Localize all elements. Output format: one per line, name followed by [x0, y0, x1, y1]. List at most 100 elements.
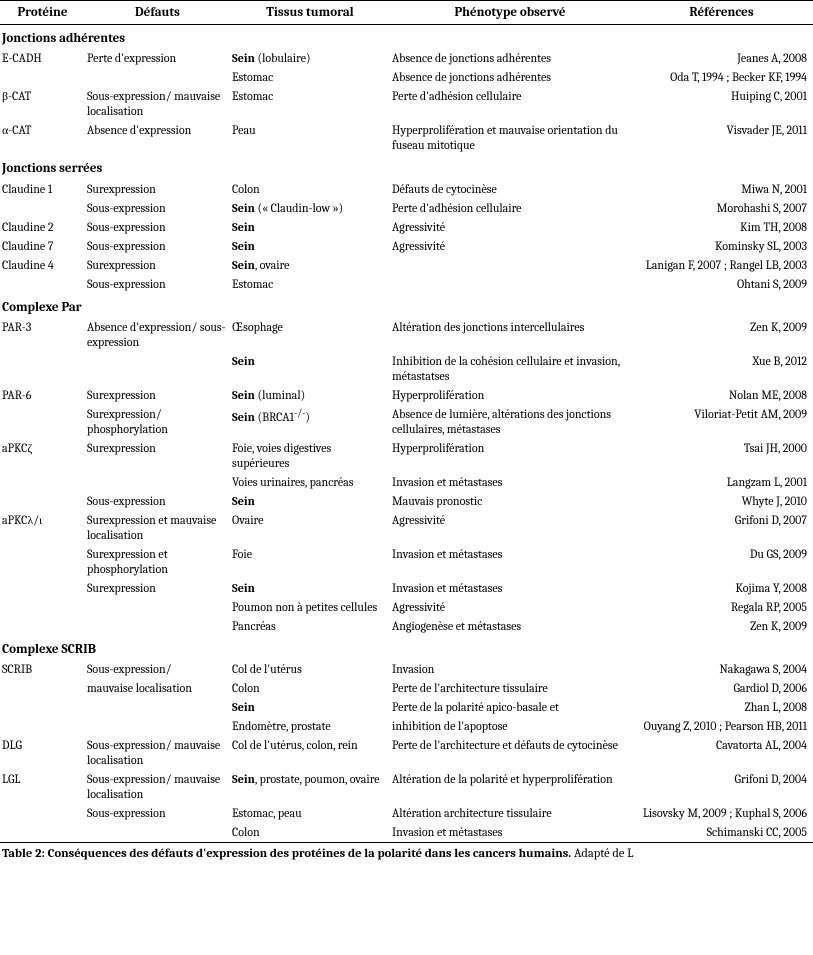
cell-tissus: Foie	[230, 545, 390, 579]
table-row: Claudine 4SurexpressionSein, ovaire Lanig…	[0, 256, 813, 275]
cell-reference: Ohtani S, 2009	[630, 275, 813, 294]
cell-reference: Miwa N, 2001	[630, 180, 813, 199]
cell-defauts: Sous-expression	[85, 237, 230, 256]
cell-tissus: Estomac	[230, 68, 390, 87]
cell-tissus: Colon	[230, 679, 390, 698]
cell-phenotype: Inhibition de la cohésion cellulaire et …	[390, 352, 630, 386]
cell-phenotype: Hyperprolifération	[390, 386, 630, 405]
cell-phenotype: Perte d'adhésion cellulaire	[390, 87, 630, 121]
table-row: SeinInhibition de la cohésion cellulaire…	[0, 352, 813, 386]
cell-defauts: Surexpression/ phosphorylation	[85, 405, 230, 439]
cell-defauts	[85, 68, 230, 87]
cell-defauts: Sous-expression/ mauvaise localisation	[85, 87, 230, 121]
cell-reference: Nakagawa S, 2004	[630, 660, 813, 679]
table-row: aPKCζSurexpressionFoie, voies digestives…	[0, 439, 813, 473]
cell-phenotype: Invasion et métastases	[390, 473, 630, 492]
cell-defauts: Surexpression	[85, 256, 230, 275]
cell-proteine: PAR-6	[0, 386, 85, 405]
cell-reference: Kim TH, 2008	[630, 218, 813, 237]
cell-tissus: Peau	[230, 121, 390, 155]
section-header: Jonctions serrées	[0, 155, 813, 179]
table-row: Surexpression et phosphorylationFoieInva…	[0, 545, 813, 579]
table-row: aPKCλ/ιSurexpression et mauvaise localis…	[0, 511, 813, 545]
cell-phenotype: Absence de jonctions adhérentes	[390, 49, 630, 68]
cell-tissus: Estomac	[230, 275, 390, 294]
cell-proteine	[0, 617, 85, 636]
cell-tissus: Endomètre, prostate	[230, 717, 390, 736]
cell-phenotype: Perte d'adhésion cellulaire	[390, 199, 630, 218]
cell-tissus: Estomac	[230, 87, 390, 121]
cell-phenotype: Altération de la polarité et hyperprolif…	[390, 770, 630, 804]
cell-proteine	[0, 199, 85, 218]
cell-reference: Zhan L, 2008	[630, 698, 813, 717]
cell-phenotype: Mauvais pronostic	[390, 492, 630, 511]
cell-reference: Tsai JH, 2000	[630, 439, 813, 473]
cell-phenotype: Agressivité	[390, 598, 630, 617]
cell-reference: Oda T, 1994 ; Becker KF, 1994	[630, 68, 813, 87]
cell-proteine	[0, 579, 85, 598]
table-row: EstomacAbsence de jonctions adhérentesOd…	[0, 68, 813, 87]
caption-tail: Adapté de L	[571, 847, 633, 861]
cell-proteine: β-CAT	[0, 87, 85, 121]
cell-defauts: Perte d'expression	[85, 49, 230, 68]
cell-reference: Gardiol D, 2006	[630, 679, 813, 698]
cell-proteine	[0, 598, 85, 617]
cell-defauts	[85, 717, 230, 736]
cell-proteine	[0, 698, 85, 717]
table-row: LGLSous-expression/ mauvaise localisatio…	[0, 770, 813, 804]
cell-tissus: Sein (lobulaire)	[230, 49, 390, 68]
cell-reference: Lisovsky M, 2009 ; Kuphal S, 2006	[630, 804, 813, 823]
cell-proteine: Claudine 7	[0, 237, 85, 256]
cell-proteine: Claudine 4	[0, 256, 85, 275]
cell-reference: Kojima Y, 2008	[630, 579, 813, 598]
cell-proteine	[0, 405, 85, 439]
cell-proteine	[0, 68, 85, 87]
cell-tissus: Estomac, peau	[230, 804, 390, 823]
cell-tissus: Sein (« Claudin-low »)	[230, 199, 390, 218]
cell-proteine: SCRIB	[0, 660, 85, 679]
cell-reference: Kominsky SL, 2003	[630, 237, 813, 256]
col-references: Références	[630, 1, 813, 25]
table-row: DLGSous-expression/ mauvaise localisatio…	[0, 736, 813, 770]
table-row: Surexpression/ phosphorylationSein (BRCA…	[0, 405, 813, 439]
cell-proteine	[0, 823, 85, 843]
caption-bold: Table 2: Conséquences des défauts d'expr…	[2, 847, 571, 861]
cell-reference: Lanigan F, 2007 ; Rangel LB, 2003	[630, 256, 813, 275]
table-row: SeinPerte de la polarité apico-basale et…	[0, 698, 813, 717]
col-proteine: Protéine	[0, 1, 85, 25]
table-row: mauvaise localisationColonPerte de l'arc…	[0, 679, 813, 698]
cell-reference: Schimanski CC, 2005	[630, 823, 813, 843]
cell-phenotype: Agressivité	[390, 237, 630, 256]
cell-tissus: Sein, prostate, poumon, ovaire	[230, 770, 390, 804]
table-header: Protéine Défauts Tissus tumoral Phénotyp…	[0, 1, 813, 25]
cell-proteine	[0, 717, 85, 736]
table-row: Voies urinaires, pancréasInvasion et mét…	[0, 473, 813, 492]
cell-defauts: Absence d'expression/ sous-expression	[85, 318, 230, 352]
section-title: Complexe SCRIB	[0, 636, 813, 660]
cell-phenotype: Hyperprolifération et mauvaise orientati…	[390, 121, 630, 155]
cell-tissus: Poumon non à petites cellules	[230, 598, 390, 617]
col-tissus: Tissus tumoral	[230, 1, 390, 25]
cell-defauts	[85, 823, 230, 843]
cell-defauts	[85, 617, 230, 636]
cell-tissus: Sein	[230, 698, 390, 717]
cell-defauts	[85, 698, 230, 717]
cell-proteine: Claudine 1	[0, 180, 85, 199]
cell-phenotype	[390, 275, 630, 294]
cell-defauts: Surexpression	[85, 439, 230, 473]
cell-defauts: Surexpression	[85, 579, 230, 598]
cell-proteine	[0, 275, 85, 294]
cell-phenotype: Invasion	[390, 660, 630, 679]
cell-proteine: aPKCλ/ι	[0, 511, 85, 545]
table-row: Sous-expressionEstomac, peauAltération a…	[0, 804, 813, 823]
cell-tissus: Foie, voies digestives supérieures	[230, 439, 390, 473]
cell-reference: Xue B, 2012	[630, 352, 813, 386]
table-row: Claudine 7Sous-expressionSeinAgressivité…	[0, 237, 813, 256]
cell-phenotype: Altération architecture tissulaire	[390, 804, 630, 823]
cell-tissus: Colon	[230, 823, 390, 843]
section-header: Complexe Par	[0, 294, 813, 318]
cell-reference: Langzam L, 2001	[630, 473, 813, 492]
cell-proteine	[0, 545, 85, 579]
cell-reference: Zen K, 2009	[630, 617, 813, 636]
cell-tissus: Sein, ovaire	[230, 256, 390, 275]
